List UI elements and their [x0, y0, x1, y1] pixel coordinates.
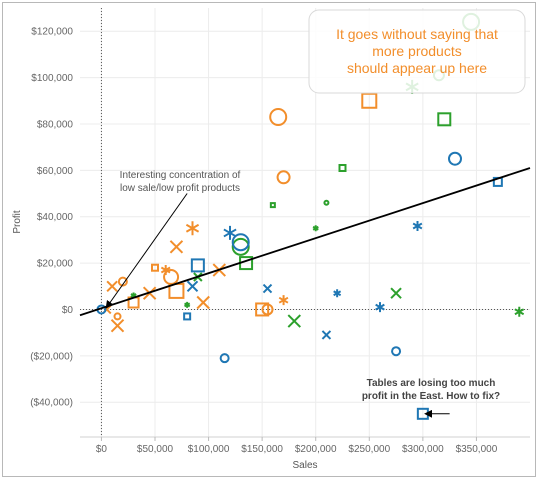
- point-blue-x: [321, 330, 332, 340]
- point-green-x: [390, 287, 402, 299]
- y-tick-label: $120,000: [31, 27, 73, 38]
- annotations: Interesting concentration of low sale/low…: [105, 170, 500, 418]
- y-tick-label: $60,000: [37, 166, 74, 177]
- point-orange-square: [151, 263, 159, 272]
- point-blue-x: [262, 283, 273, 294]
- point-orange-square: [361, 92, 378, 109]
- callout-line: more products: [372, 43, 461, 59]
- point-orange-x: [196, 295, 210, 310]
- y-tick-label: $20,000: [37, 259, 74, 270]
- point-blue-circle: [391, 346, 402, 357]
- y-tick-label: $100,000: [31, 73, 73, 84]
- x-tick-label: $350,000: [456, 444, 498, 455]
- point-green-x: [287, 314, 301, 328]
- y-tick-label: ($20,000): [30, 351, 73, 362]
- callout-box: [308, 9, 526, 94]
- callout-line: It goes without saying that: [336, 26, 498, 42]
- point-green-square: [338, 164, 347, 173]
- point-orange-circle: [261, 303, 274, 316]
- y-tick-label: $80,000: [37, 119, 74, 130]
- point-blue-circle: [219, 353, 230, 364]
- x-tick-label: $50,000: [137, 444, 174, 455]
- point-green-asterisk: [514, 306, 525, 317]
- point-green-asterisk: [312, 225, 319, 232]
- point-orange-circle: [117, 276, 128, 287]
- x-tick-label: $300,000: [402, 444, 444, 455]
- concentration-note-line: Interesting concentration of: [120, 170, 241, 181]
- point-green-square: [437, 112, 452, 127]
- x-axis-ticks: $0 $50,000 $100,000 $150,000 $200,000 $250,00…: [96, 437, 498, 455]
- point-orange-asterisk: [185, 221, 200, 236]
- y-axis-ticks: ($40,000) ($20,000) $0 $20,000 $40,000 $60,00…: [30, 27, 73, 409]
- x-axis-title: Sales: [292, 460, 317, 471]
- east-note-line: Tables are losing too much: [367, 378, 496, 389]
- zero-lines: [80, 8, 530, 437]
- point-orange-circle: [276, 170, 291, 185]
- point-green-square: [269, 202, 276, 209]
- x-tick-label: $250,000: [348, 444, 390, 455]
- point-green-circle: [323, 199, 330, 206]
- point-orange-circle: [113, 312, 122, 321]
- point-orange-circle: [269, 107, 288, 126]
- point-orange-x: [110, 318, 125, 333]
- point-orange-asterisk: [278, 295, 289, 306]
- x-tick-label: $0: [96, 444, 108, 455]
- point-green-circle: [231, 237, 250, 256]
- east-note-line: profit in the East. How to fix?: [362, 391, 500, 402]
- point-blue-circle: [231, 233, 250, 252]
- concentration-note-line: low sale/low profit products: [120, 183, 240, 194]
- point-blue-asterisk: [412, 220, 423, 231]
- point-orange-square: [255, 302, 270, 317]
- x-tick-label: $150,000: [241, 444, 283, 455]
- point-blue-square: [183, 312, 192, 321]
- point-orange-asterisk: [160, 265, 171, 276]
- point-orange-x: [169, 240, 184, 254]
- point-blue-x: [186, 280, 199, 292]
- x-tick-label: $200,000: [295, 444, 337, 455]
- x-tick-label: $100,000: [188, 444, 230, 455]
- point-orange-x: [106, 280, 118, 292]
- point-blue-circle: [448, 151, 462, 166]
- y-tick-label: $40,000: [37, 212, 74, 223]
- callout-line: should appear up here: [347, 60, 487, 76]
- point-blue-asterisk: [375, 302, 385, 313]
- point-green-asterisk: [184, 301, 191, 308]
- y-tick-label: $0: [62, 305, 74, 316]
- point-blue-asterisk: [223, 225, 237, 240]
- trend-line: [79, 167, 531, 317]
- y-axis-title: Profit: [12, 210, 23, 234]
- point-blue-asterisk: [333, 289, 342, 298]
- point-blue-square: [190, 258, 205, 273]
- y-tick-label: ($40,000): [30, 398, 73, 409]
- concentration-note-arrow: [105, 193, 188, 309]
